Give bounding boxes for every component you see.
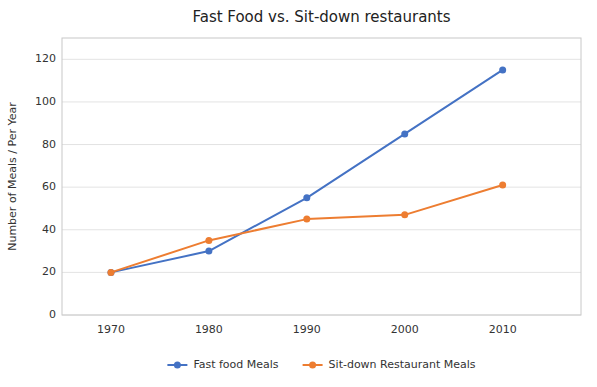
x-tick-label: 2010 <box>489 323 517 336</box>
grid-line <box>62 229 581 230</box>
legend-item: Sit-down Restaurant Meals <box>303 358 476 371</box>
y-tick-label: 80 <box>42 138 56 151</box>
y-tick-label: 100 <box>35 95 56 108</box>
x-axis: 1970 1980 1990 2000 2010 <box>97 323 517 336</box>
series-point <box>401 130 408 137</box>
y-tick-label: 120 <box>35 52 56 65</box>
legend-label: Sit-down Restaurant Meals <box>329 358 476 371</box>
grid <box>62 59 581 315</box>
plot-area <box>107 66 506 275</box>
chart-svg: Fast Food vs. Sit-down restaurants 0 20 40 6… <box>0 0 597 387</box>
plot-frame <box>62 38 581 315</box>
y-axis: 0 20 40 60 80 100 120 <box>35 52 56 321</box>
series-point <box>303 216 310 223</box>
legend: Fast food Meals Sit-down Restaurant Meals <box>167 358 475 371</box>
legend-marker <box>309 362 316 369</box>
legend-marker <box>174 362 181 369</box>
chart-container: Fast Food vs. Sit-down restaurants 0 20 40 6… <box>0 0 597 387</box>
grid-line <box>62 101 581 102</box>
y-tick-label: 20 <box>42 265 56 278</box>
grid-line <box>62 272 581 273</box>
x-tick-label: 2000 <box>391 323 419 336</box>
chart-title: Fast Food vs. Sit-down restaurants <box>192 8 450 26</box>
series-point <box>499 66 506 73</box>
legend-label: Fast food Meals <box>193 358 278 371</box>
grid-line <box>62 59 581 60</box>
series-point <box>107 269 114 276</box>
series-point <box>205 248 212 255</box>
series-line <box>111 185 503 272</box>
series-point <box>107 269 114 276</box>
series-point <box>499 182 506 189</box>
x-tick-label: 1980 <box>195 323 223 336</box>
series-point <box>205 237 212 244</box>
series-point <box>401 211 408 218</box>
y-tick-label: 0 <box>49 308 56 321</box>
y-tick-label: 60 <box>42 180 56 193</box>
grid-line <box>62 144 581 145</box>
y-tick-label: 40 <box>42 223 56 236</box>
series-point <box>303 194 310 201</box>
x-tick-label: 1970 <box>97 323 125 336</box>
legend-item: Fast food Meals <box>167 358 278 371</box>
y-axis-label: Number of Meals / Per Year <box>6 102 19 251</box>
series-line <box>111 70 503 272</box>
x-tick-label: 1990 <box>293 323 321 336</box>
